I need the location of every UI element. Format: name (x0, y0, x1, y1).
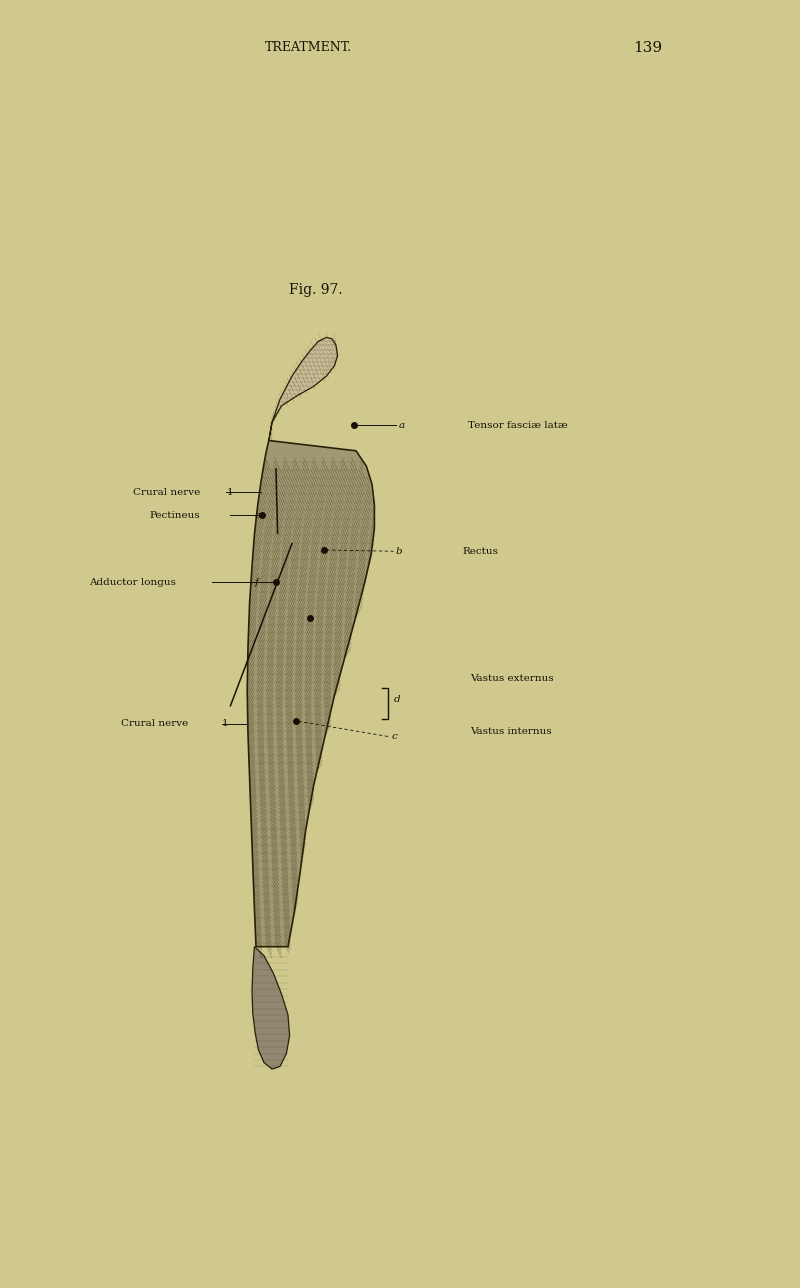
Text: e: e (254, 511, 261, 519)
Text: Crural nerve: Crural nerve (121, 720, 188, 728)
Text: Vastus externus: Vastus externus (470, 675, 554, 683)
Text: 1: 1 (226, 488, 233, 496)
Polygon shape (252, 947, 290, 1069)
Text: Tensor fasciæ latæ: Tensor fasciæ latæ (468, 421, 568, 429)
Text: Crural nerve: Crural nerve (133, 488, 200, 496)
Text: a: a (398, 421, 405, 429)
Text: b: b (396, 547, 402, 555)
Polygon shape (247, 440, 374, 947)
Text: f: f (254, 578, 258, 586)
Text: TREATMENT.: TREATMENT. (265, 41, 351, 54)
Text: Pectineus: Pectineus (150, 511, 200, 519)
Text: 139: 139 (634, 41, 662, 54)
Polygon shape (269, 337, 338, 440)
Text: Adductor longus: Adductor longus (89, 578, 176, 586)
Text: Fig. 97.: Fig. 97. (289, 283, 343, 296)
Text: c: c (392, 733, 398, 741)
Text: Rectus: Rectus (462, 547, 498, 555)
Text: Vastus internus: Vastus internus (470, 728, 552, 735)
Text: d: d (394, 696, 400, 703)
Text: 1: 1 (222, 720, 228, 728)
